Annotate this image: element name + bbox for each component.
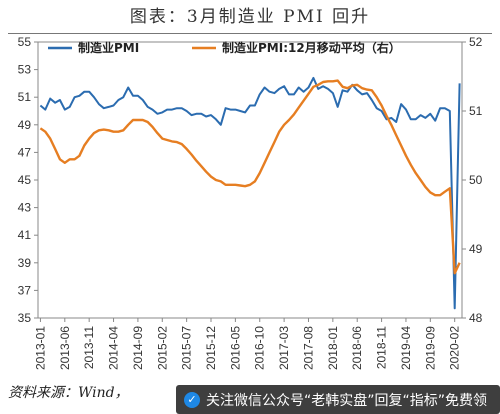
x-tick-label: 2019-04 bbox=[399, 326, 413, 370]
x-tick-label: 2018-11 bbox=[375, 326, 389, 369]
title-divider bbox=[8, 33, 492, 34]
series-line-pmi bbox=[39, 76, 461, 310]
x-tick-label: 2019-09 bbox=[423, 326, 437, 370]
right-tick-label: 51 bbox=[469, 104, 483, 118]
x-tick-label: 2017-08 bbox=[301, 326, 315, 370]
x-tick-label: 2013-06 bbox=[58, 326, 72, 370]
left-tick-label: 53 bbox=[18, 63, 32, 77]
left-tick-label: 37 bbox=[18, 283, 32, 297]
x-tick-label: 2015-07 bbox=[180, 326, 194, 370]
x-tick-label: 2017-03 bbox=[277, 326, 291, 370]
left-tick-label: 35 bbox=[18, 311, 32, 325]
x-tick-label: 2015-02 bbox=[155, 326, 169, 370]
left-tick-label: 55 bbox=[18, 35, 32, 49]
right-tick-label: 52 bbox=[469, 35, 483, 49]
pmi-line-chart: 35 37 39 41 43 45 47 49 51 53 55 48 49 50 51 52 2013-01 2… bbox=[18, 35, 483, 370]
x-tick-label: 2013-11 bbox=[82, 326, 96, 369]
promo-banner[interactable]: ✓ 关注微信公众号“老韩实盘”回复“指标”免费领 bbox=[176, 385, 500, 414]
left-tick-label: 47 bbox=[18, 145, 32, 159]
right-tick-label: 49 bbox=[469, 242, 483, 256]
source-note: 资料来源：Wind， bbox=[8, 385, 129, 401]
x-tick-label: 2020-02 bbox=[448, 326, 462, 370]
right-tick-label: 50 bbox=[469, 173, 483, 187]
left-tick-label: 45 bbox=[18, 173, 32, 187]
axes-layer: 35 37 39 41 43 45 47 49 51 53 55 48 49 50 51 52 2013-01 2… bbox=[18, 35, 483, 370]
series-layer bbox=[39, 76, 461, 310]
left-tick-label: 41 bbox=[18, 228, 32, 242]
x-tick-label: 2014-09 bbox=[131, 326, 145, 370]
left-tick-label: 43 bbox=[18, 201, 32, 215]
left-tick-label: 51 bbox=[18, 90, 32, 104]
legend: 制造业PMI 制造业PMI:12月移动平均（右） bbox=[48, 40, 401, 55]
x-tick-label: 2014-04 bbox=[107, 326, 121, 370]
promo-banner-text: 关注微信公众号“老韩实盘”回复“指标”免费领 bbox=[206, 392, 488, 409]
x-tick-label: 2016-05 bbox=[228, 326, 242, 370]
wechat-icon: ✓ bbox=[184, 391, 200, 408]
left-tick-label: 39 bbox=[18, 256, 32, 270]
x-tick-label: 2016-10 bbox=[253, 326, 267, 370]
right-tick-label: 48 bbox=[469, 311, 483, 325]
x-tick-label: 2013-01 bbox=[33, 326, 47, 370]
series-line-pmi-12m-avg bbox=[39, 79, 461, 275]
plot-frame bbox=[37, 41, 463, 319]
x-tick-label: 2018-06 bbox=[350, 326, 364, 370]
left-tick-label: 49 bbox=[18, 118, 32, 132]
figure-title: 图表：3月制造业 PMI 回升 bbox=[129, 7, 371, 27]
x-tick-label: 2015-12 bbox=[204, 326, 218, 370]
x-tick-label: 2018-01 bbox=[326, 326, 340, 370]
legend-label: 制造业PMI:12月移动平均（右） bbox=[222, 40, 401, 55]
legend-label: 制造业PMI bbox=[78, 40, 139, 55]
